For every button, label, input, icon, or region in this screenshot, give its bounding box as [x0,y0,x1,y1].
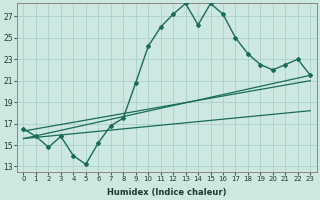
X-axis label: Humidex (Indice chaleur): Humidex (Indice chaleur) [107,188,227,197]
